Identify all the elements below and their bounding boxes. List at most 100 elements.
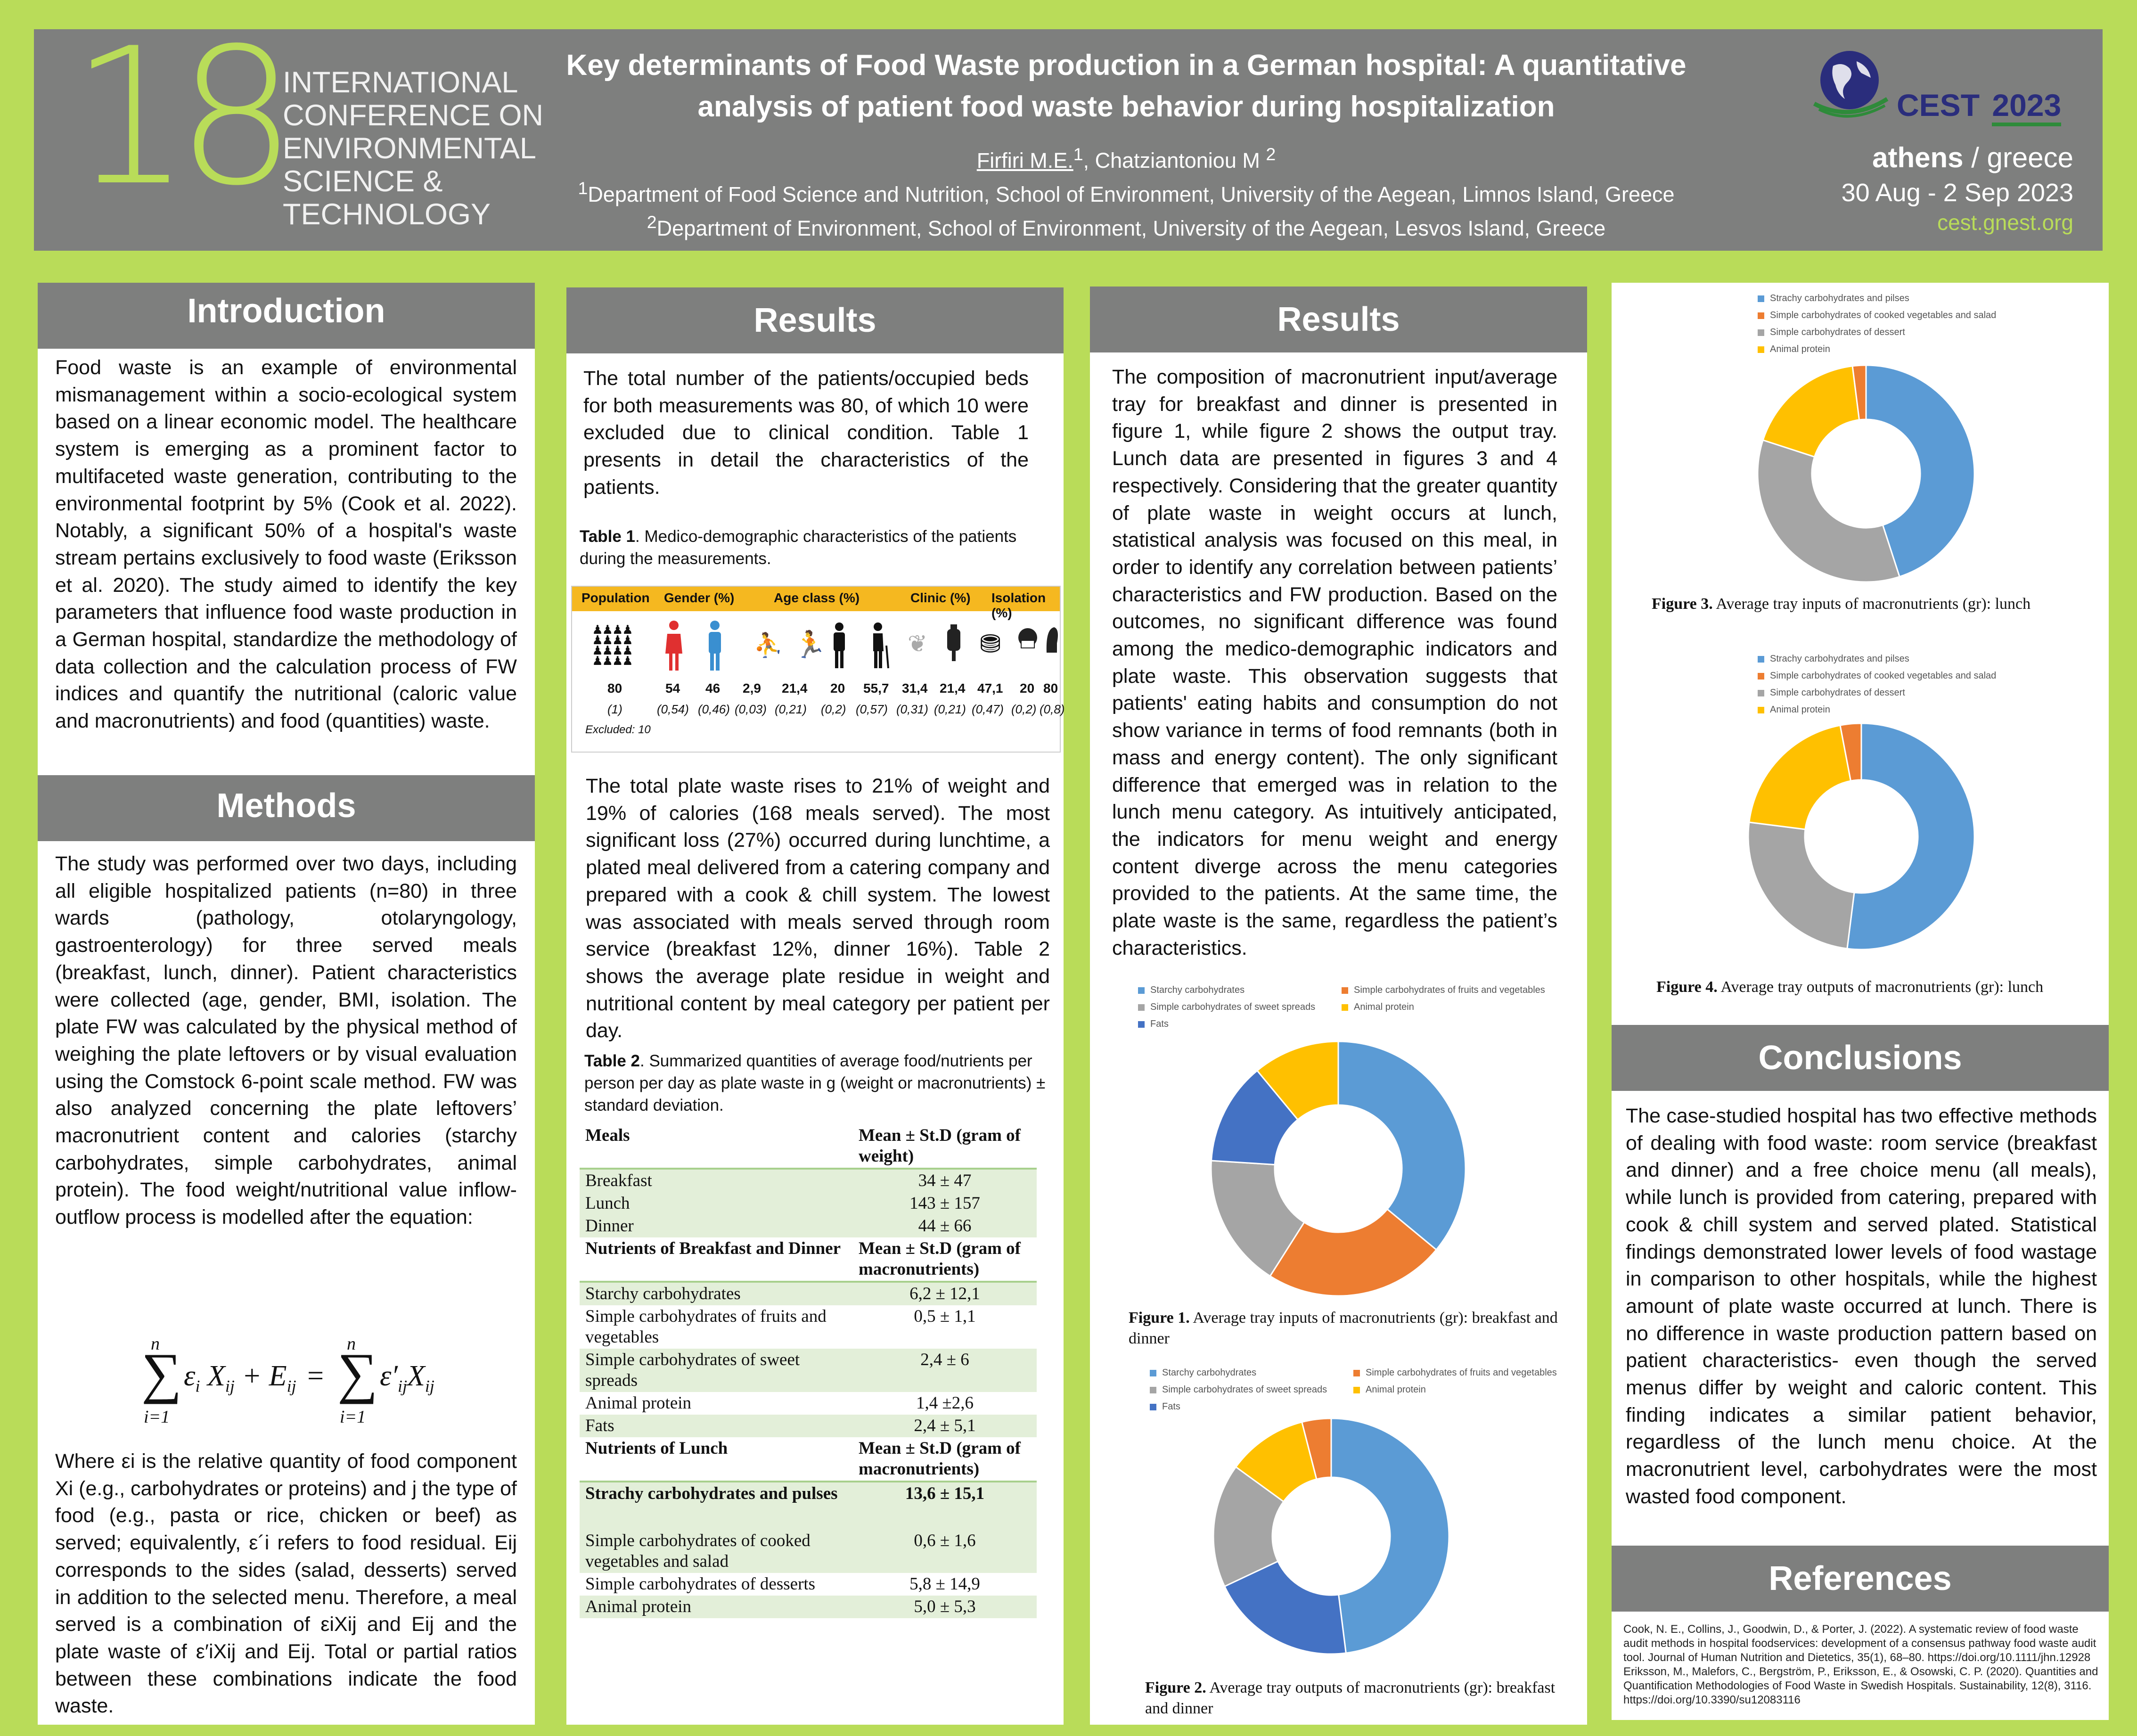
table1-value: 80 [1043,681,1058,696]
author-1: Firfiri M.E. [976,148,1073,172]
conference-website[interactable]: cest.gnest.org [1937,210,2073,235]
male-icon [709,621,721,671]
table2-label-cell [580,1505,853,1530]
legend-label: Simple carbohydrates of cooked vegetable… [1770,671,1997,681]
donut-slice-simple-carbohydrates-of-cooked-vegetables-and-salad [1839,722,1862,782]
conf-line: SCIENCE & [283,165,443,198]
legend-swatch [1342,987,1348,994]
crowd-icon: ♟♟♟♟ ♟♟♟♟ ♟♟♟♟ ♟♟♟♟ [592,622,633,668]
legend-swatch [1758,295,1764,302]
authors-block: Firfiri M.E.1, Chatziantoniou M 2 1Depar… [537,140,1715,242]
conference-number: 18 [71,8,296,227]
legend-entry: Animal protein [1758,341,2088,358]
legend-swatch [1758,312,1764,319]
legend-entry: Simple carbohydrates of dessert [1758,324,2088,341]
aff2-sup: 2 [647,212,657,232]
conf-line: ENVIRONMENTAL [283,132,536,165]
table1-value: 55,7 [863,681,889,696]
table2-value-cell: 5,0 ± 5,3 [853,1596,1037,1618]
table2-row: Nutrients of Breakfast and Dinner Mean ± … [580,1237,1037,1282]
table2-label-cell: Simple carbohydrates of desserts [585,1574,816,1594]
legend-swatch [1758,706,1764,713]
table1-header: Isolation (%) [991,590,1046,620]
cest-word: CEST [1897,88,1980,123]
sum-symbol: ∑ [141,1342,182,1404]
donut-slice-strachy-carbohydrates-and-pilses [1846,722,1975,950]
header-banner [34,29,2103,251]
fig2-label: Figure 2. [1145,1679,1206,1696]
legend-entry: Starchy carbohydrates [1138,982,1342,999]
donut-slice-simple-carbohydrates-of-sweet-spreads [1210,1160,1305,1277]
legend-swatch [1150,1369,1156,1376]
iv-bag-icon [947,624,960,661]
sub-ij-4: ij [425,1376,434,1396]
legend-entry: Simple carbohydrates of sweet spreads [1138,999,1342,1015]
fig1-caption-text: Average tray inputs of macronutrients (g… [1129,1309,1558,1347]
table1-value: 2,9 [743,681,761,696]
legend-swatch [1138,1021,1145,1028]
table1-excluded: Excluded: 10 [585,723,651,736]
legend-label: Animal protein [1770,344,1830,354]
table1-value: 20 [1020,681,1035,696]
table1-caption: Table 1. Medico-demographic characterist… [580,525,1051,570]
reference-1: Cook, N. E., Collins, J., Goodwin, D., &… [1623,1623,2096,1664]
donut-slice-animal-protein [1256,1040,1339,1121]
x-symbol: X [207,1360,225,1392]
table2-row: Meals Mean ± St.D (gram of weight) [580,1124,1037,1169]
plus-e: + E [242,1360,287,1392]
introduction-heading: Introduction [38,283,535,349]
results-heading-1: Results [566,287,1064,353]
table2-label-cell: Nutrients of Breakfast and Dinner [585,1239,841,1258]
table1-header: Gender (%) [664,590,735,605]
sum-symbol-2: ∑ [337,1342,378,1404]
conf-line: TECHNOLOGY [283,198,491,231]
table2-value-cell: 44 ± 66 [853,1215,1037,1237]
conclusions-heading: Conclusions [1612,1025,2109,1091]
legend-entry: Simple carbohydrates of fruits and veget… [1342,982,1545,999]
conference-dates: 30 Aug - 2 Sep 2023 [1841,179,2073,207]
donut-slice-simple-carbohydrates-of-dessert [1747,821,1855,950]
fig4-label: Figure 4. [1656,978,1718,996]
table2-row: Simple carbohydrates of sweet spreads 2,4… [580,1349,1037,1392]
sum-upper: n [151,1334,160,1354]
title-line: analysis of patient food waste behavior … [697,90,1555,123]
table2-row: Nutrients of Lunch Mean ± St.D (gram of m… [580,1437,1037,1482]
table2-label-cell: Lunch [580,1192,853,1215]
methods-text-2: Where εi is the relative quantity of foo… [55,1450,517,1718]
results-text-1: The total number of the patients/occupie… [583,367,1029,499]
legend-label: Animal protein [1770,704,1830,715]
donut-slice-strachy-carbohydrates-and-pilses [1865,364,1975,578]
legend-swatch [1138,987,1145,994]
legend-label: Simple carbohydrates of sweet spreads [1150,1002,1316,1012]
ear-icon: ❦ [908,631,927,657]
sum-lower: i=1 [144,1407,170,1427]
legend-swatch [1758,655,1764,663]
legend-swatch [1353,1369,1360,1376]
references-list: Cook, N. E., Collins, J., Goodwin, D., &… [1623,1622,2099,1707]
legend-label: Fats [1162,1401,1180,1412]
fig1-label: Figure 1. [1129,1309,1190,1327]
table1-fraction: (0,2) [821,702,846,716]
legend-label: Animal protein [1354,1002,1414,1012]
legend-label: Strachy carbohydrates and pilses [1770,293,1909,303]
table2-label-cell: Meals [585,1126,630,1145]
table1-fraction: (0,57) [856,702,888,716]
legend-entry: Simple carbohydrates of cooked vegetable… [1758,307,2088,324]
country: / greece [1963,142,2073,173]
table2: Meals Mean ± St.D (gram of weight) Breakfa… [580,1124,1037,1618]
table2-row: Lunch 143 ± 157 [580,1192,1037,1215]
results-text-3: The composition of macronutrient input/a… [1112,366,1557,959]
table2-row [580,1505,1037,1530]
column-4 [1612,283,2109,1720]
elderly-icon [873,622,889,669]
legend-label: Simple carbohydrates of cooked vegetable… [1770,310,1997,320]
child-running-icon: 🏃 [794,630,827,659]
baby-icon: ⛹ [753,632,783,658]
table2-value-cell: 5,8 ± 14,9 [909,1574,980,1594]
table1-fraction: (0,2) [1011,702,1037,716]
equation: n ∑ i=1 εi Xij + Eij = n ∑ i=1 ε′ijXij [141,1334,471,1437]
aff1-text: Department of Food Science and Nutrition… [588,182,1675,206]
donut-slice-animal-protein [1762,365,1860,458]
sub-ij: ij [225,1376,235,1396]
figure4-legend: Strachy carbohydrates and pilses Simple c… [1758,650,2088,718]
